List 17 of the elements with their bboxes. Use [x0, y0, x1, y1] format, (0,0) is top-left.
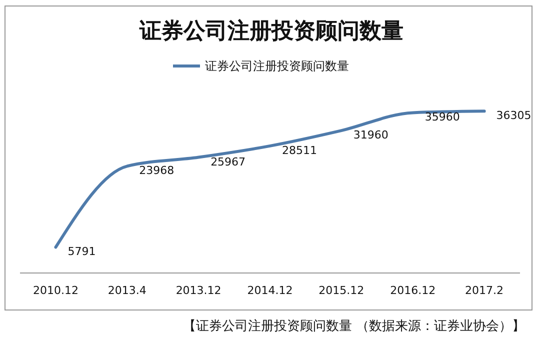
x-tick-label: 2013.12: [176, 284, 222, 297]
data-label: 31960: [353, 128, 388, 142]
x-tick-label: 2010.12: [32, 284, 78, 297]
data-label: 28511: [282, 144, 317, 157]
x-tick-label: 2017.2: [465, 284, 504, 297]
legend-label: 证券公司注册投资顾问数量: [205, 59, 349, 73]
x-tick-label: 2013.4: [108, 284, 146, 297]
data-label: 5791: [68, 245, 96, 258]
text: 【证券公司注册投资顾问数量 （数据来源：证券业协会）】: [182, 319, 525, 334]
data-label: 35960: [424, 110, 460, 124]
data-label: 36305: [496, 109, 532, 122]
data-label: 25967: [210, 155, 246, 168]
x-tick-label: 2015.12: [318, 284, 364, 297]
data-label: 23968: [139, 164, 174, 178]
x-tick-label: 2014.12: [247, 284, 293, 297]
x-tick-label: 2016.12: [390, 284, 436, 297]
chart-title: 证券公司注册投资顾问数量: [138, 18, 404, 44]
